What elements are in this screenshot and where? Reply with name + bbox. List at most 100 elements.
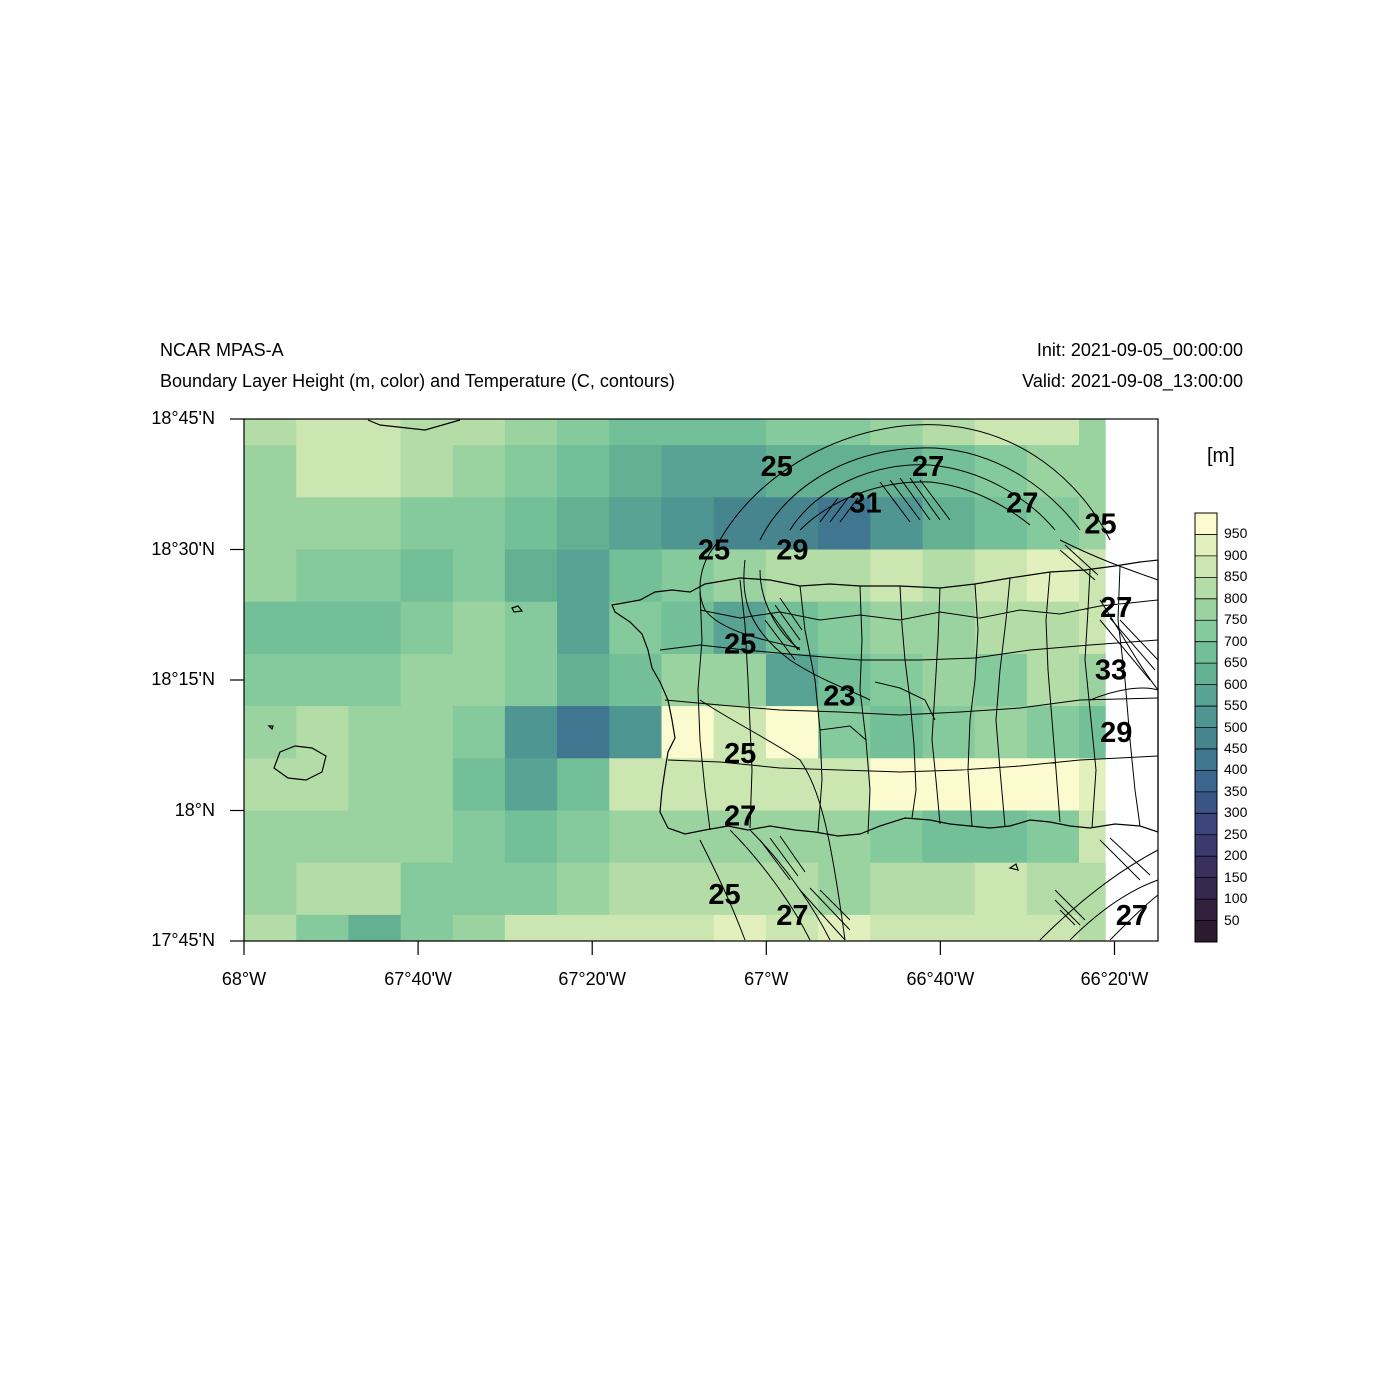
field-cell xyxy=(452,810,506,864)
field-cell xyxy=(557,862,610,916)
field-cell xyxy=(661,914,715,942)
axis-ticks xyxy=(230,418,1116,955)
colorbar-level-label: 500 xyxy=(1224,718,1248,735)
colorbar-swatch xyxy=(1195,577,1217,600)
field-cell xyxy=(504,497,558,551)
field-cell xyxy=(400,601,454,655)
field-cell xyxy=(504,914,558,942)
field-cell xyxy=(244,810,297,864)
field-cell xyxy=(244,601,297,655)
field-cell xyxy=(818,758,871,812)
colorbar-level-label: 850 xyxy=(1224,568,1248,585)
field-cell xyxy=(661,445,715,498)
field-cell xyxy=(713,419,767,446)
colorbar-level-label: 650 xyxy=(1224,654,1248,671)
field-cell xyxy=(713,758,767,812)
y-tick-label: 18°45'N xyxy=(151,408,215,428)
field-cell xyxy=(713,862,767,916)
field-cell xyxy=(713,601,767,655)
colorbar-level-label: 200 xyxy=(1224,847,1248,864)
field-cell xyxy=(400,758,454,812)
field-cell xyxy=(400,653,454,707)
field-cell xyxy=(557,445,610,498)
field-cell xyxy=(765,601,819,655)
contour-label: 27 xyxy=(1116,900,1148,932)
field-cell xyxy=(870,601,924,655)
colorbar-level-label: 950 xyxy=(1224,525,1248,542)
field-cell xyxy=(818,497,871,551)
field-cell xyxy=(557,549,610,603)
field-cell xyxy=(452,549,506,603)
field-cell xyxy=(348,706,402,759)
field-cell xyxy=(818,862,871,916)
field-cell xyxy=(244,497,297,551)
colorbar-swatch xyxy=(1195,641,1217,664)
field-cell xyxy=(661,653,715,707)
field-cell xyxy=(400,810,454,864)
field-cell xyxy=(1026,497,1080,551)
field-cell xyxy=(974,445,1028,498)
colorbar-swatch xyxy=(1195,555,1217,578)
field-cell xyxy=(296,862,349,916)
field-cell xyxy=(400,497,454,551)
field-cell xyxy=(609,445,663,498)
field-cell xyxy=(296,758,349,812)
colorbar-level-label: 700 xyxy=(1224,632,1248,649)
field-cell xyxy=(609,758,663,812)
field-cell xyxy=(348,758,402,812)
field-cell xyxy=(870,914,924,942)
field-cell xyxy=(452,445,506,498)
y-tick-label: 18°30'N xyxy=(151,538,215,559)
field-cell xyxy=(870,653,924,707)
field-cell xyxy=(922,914,976,942)
field-cell xyxy=(818,549,871,603)
northwest-coastline-fragment xyxy=(367,419,461,431)
field-cell xyxy=(765,653,819,707)
field-cell xyxy=(296,914,349,942)
field-cell xyxy=(504,706,558,759)
field-cell xyxy=(661,497,715,551)
contour-label: 27 xyxy=(776,900,808,932)
field-cell xyxy=(557,419,610,446)
field-cell xyxy=(452,653,506,707)
field-cell xyxy=(609,419,663,446)
field-cell xyxy=(765,758,819,812)
municipal-borders xyxy=(659,565,1159,835)
y-tick-label: 18°N xyxy=(174,799,215,820)
colorbar-unit-label: [m] xyxy=(1207,445,1235,467)
field-cell xyxy=(557,758,610,812)
field-cell xyxy=(974,497,1028,551)
colorbar xyxy=(1194,512,1218,943)
colorbar-level-label: 150 xyxy=(1224,868,1248,885)
colorbar-swatch xyxy=(1195,620,1217,643)
field-cell xyxy=(1026,419,1080,446)
contour-label: 25 xyxy=(761,451,793,483)
field-cell xyxy=(922,706,976,759)
field-cell xyxy=(452,914,506,942)
field-cell xyxy=(348,497,402,551)
field-cell xyxy=(713,706,767,759)
field-cell xyxy=(1079,445,1106,498)
field-cell xyxy=(765,419,819,446)
field-cell xyxy=(1026,653,1080,707)
field-cell xyxy=(557,497,610,551)
field-cell xyxy=(818,419,871,446)
field-cell xyxy=(244,445,297,498)
mona-island-coastline xyxy=(273,745,327,781)
field-cell xyxy=(870,497,924,551)
field-cell xyxy=(818,445,871,498)
field-cell xyxy=(922,758,976,812)
field-cell xyxy=(870,862,924,916)
field-cell xyxy=(1026,601,1080,655)
colorbar-level-label: 250 xyxy=(1224,825,1248,842)
field-cell xyxy=(1026,862,1080,916)
boundary-layer-height-field xyxy=(244,419,1106,942)
colorbar-level-label: 400 xyxy=(1224,761,1248,778)
field-cell xyxy=(504,653,558,707)
colorbar-swatch xyxy=(1195,813,1217,836)
contour-label: 25 xyxy=(1084,508,1116,540)
field-cell xyxy=(661,810,715,864)
x-tick-label: 67°40'W xyxy=(384,969,452,989)
field-cell xyxy=(348,445,402,498)
field-cell xyxy=(504,810,558,864)
